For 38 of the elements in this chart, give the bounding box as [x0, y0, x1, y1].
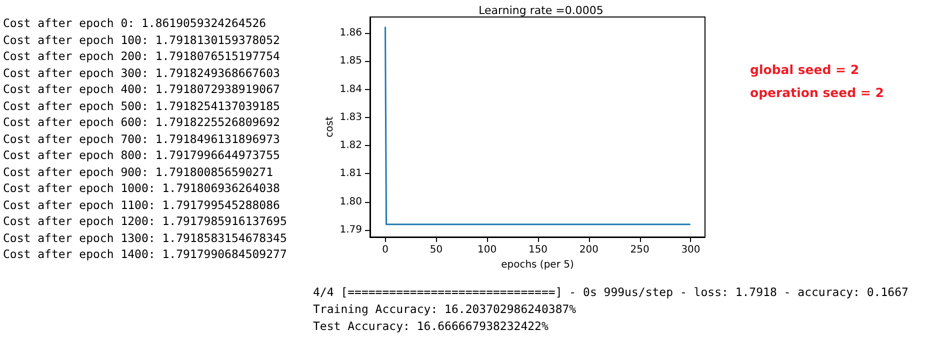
y-tick-label: 1.79 [340, 224, 362, 236]
y-tick-label: 1.80 [340, 196, 362, 208]
y-tick-label: 1.85 [340, 56, 362, 67]
text: global seed = 2 [750, 61, 860, 79]
text: Cost after epoch 1400: 1.7917990684509277 [3, 246, 287, 262]
text: Cost after epoch 1100: 1.791799545288086 [3, 196, 280, 213]
y-tick-label: 1.86 [340, 28, 362, 39]
x-tick-label: 50 [430, 244, 443, 256]
text: operation seed = 2 [750, 84, 884, 102]
text: Cost after epoch 500: 1.7918254137039185 [3, 98, 280, 114]
y-tick-label: 1.81 [340, 168, 362, 180]
text: Cost after epoch 200: 1.7918076515197754 [3, 48, 280, 64]
text: Cost after epoch 1200: 1.7917985916137695 [3, 213, 287, 230]
text: Cost after epoch 1000: 1.791806936264038 [3, 180, 280, 196]
text: Training Accuracy: 16.203702986240387% [313, 301, 576, 318]
text: Cost after epoch 0: 1.8619059324264526 [3, 15, 266, 32]
text: Cost after epoch 700: 1.7918496131896973 [3, 130, 280, 147]
x-tick-label: 200 [579, 244, 598, 256]
text: Cost after epoch 400: 1.7918072938919067 [3, 81, 280, 98]
y-tick-label: 1.84 [340, 84, 362, 95]
chart-title: Learning rate =0.0005 [478, 4, 604, 17]
text: 4/4 [==============================] - 0s 999us/step - loss: 1.7918 - accuracy: 0.1667 [313, 284, 908, 300]
text: Cost after epoch 1300: 1.7918583154678345 [3, 230, 287, 246]
x-tick-label: 150 [528, 244, 548, 256]
text: Cost after epoch 600: 1.7918225526809692 [3, 114, 280, 130]
x-tick-label: 300 [681, 244, 700, 256]
text: Test Accuracy: 16.666667938232422% [313, 318, 548, 334]
x-tick-label: 250 [630, 244, 650, 256]
x-tick-label: 0 [382, 244, 388, 256]
y-axis-title: cost [324, 116, 336, 138]
x-tick-label: 100 [478, 244, 497, 256]
y-tick-label: 1.82 [340, 140, 362, 152]
text: Cost after epoch 100: 1.7918130159378052 [3, 32, 280, 48]
x-axis-title: epochs (per 5) [501, 259, 574, 270]
text: Cost after epoch 300: 1.7918249368667603 [3, 64, 280, 81]
text: Cost after epoch 900: 1.791800856590271 [3, 164, 274, 180]
y-tick-label: 1.83 [340, 112, 362, 123]
text: Cost after epoch 800: 1.7917996644973755 [3, 147, 280, 164]
